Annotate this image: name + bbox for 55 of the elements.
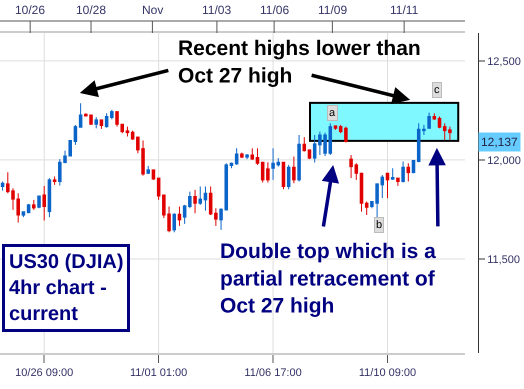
candlestick bbox=[152, 169, 156, 180]
candlestick bbox=[406, 162, 410, 182]
candlestick bbox=[26, 203, 30, 214]
candlestick bbox=[22, 211, 26, 218]
text: 11/03 bbox=[202, 3, 232, 17]
candlestick bbox=[42, 185, 46, 222]
candlestick bbox=[390, 168, 394, 180]
candlestick bbox=[100, 119, 104, 130]
x-tick-label: 11/10 09:00 bbox=[358, 367, 416, 380]
annotation: a bbox=[329, 107, 336, 119]
candlestick bbox=[52, 176, 56, 186]
candlestick bbox=[146, 165, 150, 174]
candlestick bbox=[141, 140, 145, 176]
annotation: Double top which is a partial retracement of Oct 27 high bbox=[220, 240, 436, 318]
candlestick bbox=[286, 164, 290, 190]
x-tick-label: 11/01 01:00 bbox=[130, 367, 188, 380]
candlestick bbox=[167, 206, 171, 233]
text: 10/26 bbox=[15, 3, 46, 17]
candlestick bbox=[234, 148, 238, 166]
candlestick bbox=[401, 161, 405, 183]
candlestick bbox=[240, 152, 244, 159]
text: 11/06 bbox=[260, 3, 290, 17]
candlestick bbox=[172, 212, 176, 233]
candlestick bbox=[297, 134, 301, 182]
y-tick-label: 12,000 bbox=[487, 154, 521, 167]
y-tick-label: 12,500 bbox=[487, 56, 521, 68]
text: Nov bbox=[142, 3, 164, 17]
candlestick bbox=[245, 153, 249, 160]
text: 12,137 bbox=[481, 135, 518, 149]
candlestick bbox=[94, 116, 98, 129]
candlestick bbox=[78, 102, 82, 128]
candlestick bbox=[89, 114, 93, 126]
text: 11/11 bbox=[390, 3, 419, 17]
candlestick bbox=[48, 178, 52, 218]
candlestick bbox=[370, 201, 374, 209]
x-tick-label: 10/26 09:00 bbox=[15, 367, 74, 380]
annotation: c bbox=[434, 84, 440, 96]
candlestick bbox=[193, 189, 197, 214]
candlestick bbox=[427, 112, 431, 130]
candlestick bbox=[292, 156, 296, 184]
candlestick bbox=[178, 206, 182, 226]
text: 11/09 bbox=[318, 3, 348, 17]
y-tick-label: 11,500 bbox=[487, 254, 520, 266]
annotation: Recent highs lower than Oct 27 high bbox=[178, 37, 421, 88]
candlestick bbox=[386, 172, 390, 199]
annotation: b bbox=[376, 219, 382, 231]
annotation: US30 (DJIA) 4hr chart - current bbox=[9, 251, 124, 325]
candlestick bbox=[282, 162, 286, 190]
x-tick-label: 11/06 17:00 bbox=[244, 367, 302, 380]
candlestick bbox=[84, 112, 88, 118]
candlestick bbox=[0, 181, 4, 192]
text: 10/28 bbox=[76, 3, 106, 17]
candlestick bbox=[32, 199, 36, 210]
candlestick bbox=[396, 178, 400, 186]
candlestick bbox=[37, 195, 41, 209]
